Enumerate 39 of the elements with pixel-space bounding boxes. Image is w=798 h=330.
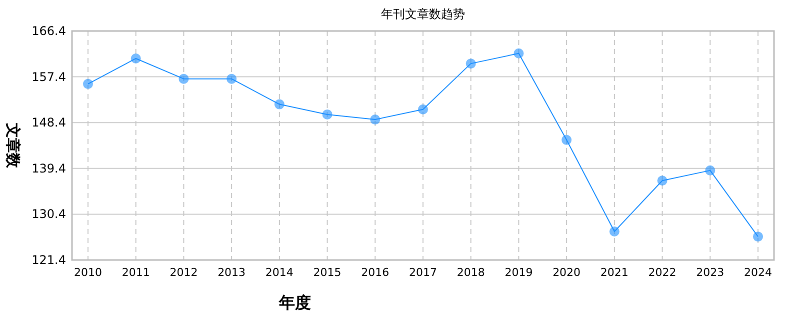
x-tick-label: 2013 — [218, 266, 246, 279]
point — [418, 104, 428, 114]
y-tick-label: 148.4 — [32, 116, 66, 130]
point — [226, 74, 237, 84]
y-tick-label: 121.4 — [32, 253, 66, 267]
y-tick-label: 139.4 — [32, 161, 66, 176]
point — [466, 58, 476, 69]
y-axis-title: 文章数 — [4, 122, 22, 169]
point — [130, 53, 141, 64]
point — [514, 48, 524, 58]
x-tick-label: 2017 — [409, 266, 437, 279]
x-tick-label: 2010 — [74, 266, 102, 279]
x-tick-label: 2022 — [648, 266, 676, 279]
x-tick-label: 2023 — [696, 266, 724, 279]
x-tick-label: 2024 — [744, 266, 772, 279]
x-axis-title: 年度 — [278, 293, 311, 312]
x-tick-label: 2011 — [122, 266, 150, 279]
y-tick-label: 157.4 — [32, 70, 66, 84]
x-tick-label: 2021 — [600, 266, 628, 279]
point — [657, 176, 668, 186]
y-tick-label: 130.4 — [32, 207, 66, 222]
x-tick-label: 2012 — [170, 266, 198, 279]
x-tick-label: 2014 — [265, 266, 294, 279]
x-tick-label: 2020 — [552, 266, 581, 279]
x-tick-label: 2015 — [313, 266, 342, 279]
point — [705, 165, 716, 176]
point — [562, 134, 572, 145]
y-tick-label: 166.4 — [32, 24, 66, 38]
x-tick-label: 2019 — [504, 266, 533, 279]
x-tick-label: 2016 — [361, 266, 390, 279]
point — [322, 109, 332, 120]
chart-title: 年刊文章数趋势 — [381, 7, 465, 21]
point — [83, 78, 93, 89]
point — [274, 99, 284, 110]
x-tick-label: 2018 — [456, 266, 485, 279]
point — [753, 232, 763, 242]
point — [609, 226, 620, 236]
point — [370, 114, 380, 125]
point — [178, 74, 189, 84]
